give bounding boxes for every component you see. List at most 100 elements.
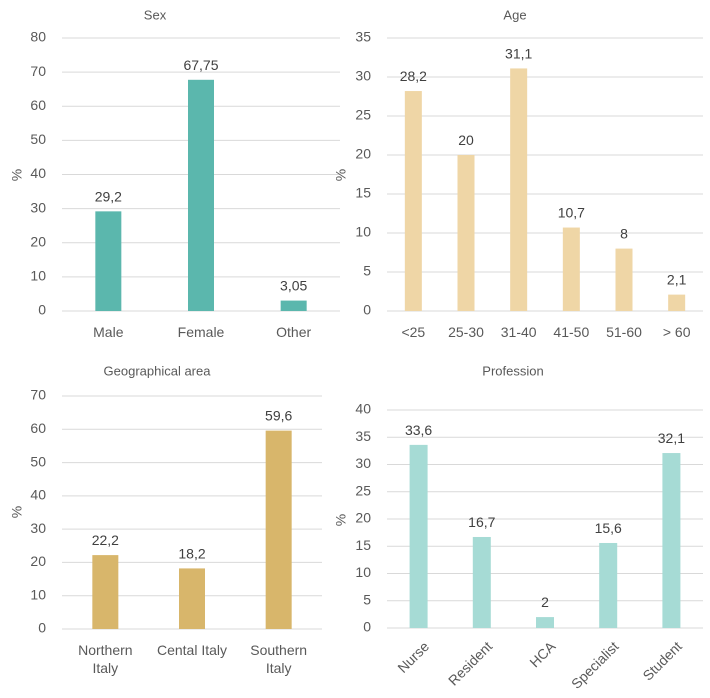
bar — [92, 555, 119, 629]
y-tick-label: 5 — [363, 263, 371, 279]
y-tick-label: 5 — [363, 591, 371, 607]
data-label: 28,2 — [400, 68, 427, 84]
x-tick-label: Student — [639, 638, 685, 684]
y-tick-label: 80 — [30, 29, 46, 45]
data-label: 8 — [620, 226, 628, 242]
x-tick-label: 51-60 — [606, 324, 642, 340]
bar — [599, 542, 618, 628]
y-tick-label: 0 — [363, 619, 371, 635]
y-tick-label: 25 — [355, 107, 371, 123]
chart-profession: Profession% 0 5 10 15 20 25 30 35 40 33,6 Nurse 16,7… — [333, 363, 703, 692]
y-axis-label: % — [9, 169, 25, 181]
x-tick-label: Specialist — [568, 638, 622, 692]
y-tick-label: 10 — [30, 586, 46, 602]
y-tick-label: 0 — [363, 302, 371, 318]
data-label: 32,1 — [658, 430, 685, 446]
y-tick-label: 40 — [30, 165, 46, 181]
y-tick-label: 15 — [355, 185, 371, 201]
x-tick-label: Cental Italy — [157, 642, 227, 658]
y-tick-label: 0 — [38, 302, 46, 318]
data-label: 15,6 — [595, 520, 622, 536]
data-label: 22,2 — [92, 532, 119, 548]
x-tick-label: Other — [276, 324, 311, 340]
y-tick-label: 60 — [30, 97, 46, 113]
y-axis-label: % — [333, 514, 349, 526]
data-label: 16,7 — [468, 514, 495, 530]
bar — [668, 294, 686, 311]
y-tick-label: 30 — [30, 520, 46, 536]
y-tick-label: 35 — [355, 428, 371, 444]
y-tick-label: 10 — [355, 224, 371, 240]
y-tick-label: 10 — [30, 268, 46, 284]
data-label: 3,05 — [280, 278, 307, 294]
y-tick-label: 20 — [30, 233, 46, 249]
x-tick-label: Southern — [250, 642, 307, 658]
chart-sex: Sex% 0 10 20 30 40 50 60 70 80 29,2 Male 67,75 Female… — [9, 7, 340, 340]
y-tick-label: 20 — [355, 146, 371, 162]
x-tick-label: 31-40 — [501, 324, 537, 340]
bar — [265, 430, 292, 629]
bar — [472, 536, 491, 628]
x-tick-label: 41-50 — [553, 324, 589, 340]
data-label: 67,75 — [183, 57, 218, 73]
data-label: 29,2 — [95, 188, 122, 204]
data-label: 18,2 — [178, 545, 205, 561]
y-axis-label: % — [9, 506, 25, 518]
data-label: 20 — [458, 132, 474, 148]
y-tick-label: 30 — [30, 199, 46, 215]
bar — [662, 453, 681, 628]
data-label: 33,6 — [405, 422, 432, 438]
bar — [457, 155, 475, 311]
chart-geographical-area: Geographical area% 0 10 20 30 40 50 60 70 22,2 Nor… — [9, 363, 322, 676]
x-tick-label: 25-30 — [448, 324, 484, 340]
x-tick-label: Northern — [78, 642, 132, 658]
bar — [409, 444, 428, 628]
chart-title: Sex — [144, 7, 167, 22]
y-tick-label: 0 — [38, 620, 46, 636]
x-tick-label: Resident — [445, 638, 495, 688]
x-tick-label: Nurse — [394, 638, 432, 676]
y-tick-label: 20 — [355, 510, 371, 526]
x-tick-label: HCA — [526, 638, 559, 671]
x-tick-label: Italy — [92, 660, 118, 676]
x-tick-label: Male — [93, 324, 124, 340]
data-label: 2,1 — [667, 272, 687, 288]
bar — [562, 227, 580, 311]
x-tick-label: <25 — [401, 324, 425, 340]
chart-age: Age% 0 5 10 15 20 25 30 35 28,2 <25 20 25-30 31,1 31-4… — [333, 7, 703, 340]
y-tick-label: 25 — [355, 482, 371, 498]
y-tick-label: 70 — [30, 387, 46, 403]
y-tick-label: 60 — [30, 420, 46, 436]
bar — [615, 248, 633, 311]
data-label: 31,1 — [505, 45, 532, 61]
bar — [188, 79, 214, 311]
y-tick-label: 30 — [355, 68, 371, 84]
data-label: 2 — [541, 594, 549, 610]
bar — [179, 568, 205, 629]
y-tick-label: 20 — [30, 553, 46, 569]
data-label: 59,6 — [265, 408, 292, 424]
chart-title: Geographical area — [104, 363, 212, 378]
y-tick-label: 10 — [355, 564, 371, 580]
chart-title: Age — [503, 7, 526, 22]
bar — [536, 617, 554, 628]
y-tick-label: 50 — [30, 453, 46, 469]
x-tick-label: Female — [178, 324, 225, 340]
bar — [95, 211, 122, 311]
y-tick-label: 70 — [30, 63, 46, 79]
y-tick-label: 40 — [355, 401, 371, 417]
y-tick-label: 50 — [30, 131, 46, 147]
x-tick-label: > 60 — [663, 324, 691, 340]
y-tick-label: 30 — [355, 455, 371, 471]
bar — [280, 300, 307, 311]
x-tick-label: Italy — [266, 660, 292, 676]
bar — [510, 68, 528, 311]
y-tick-label: 35 — [355, 29, 371, 45]
chart-title: Profession — [482, 363, 543, 378]
bar — [404, 91, 422, 311]
y-tick-label: 15 — [355, 537, 371, 553]
data-label: 10,7 — [558, 205, 585, 221]
y-tick-label: 40 — [30, 487, 46, 503]
y-axis-label: % — [333, 169, 349, 181]
